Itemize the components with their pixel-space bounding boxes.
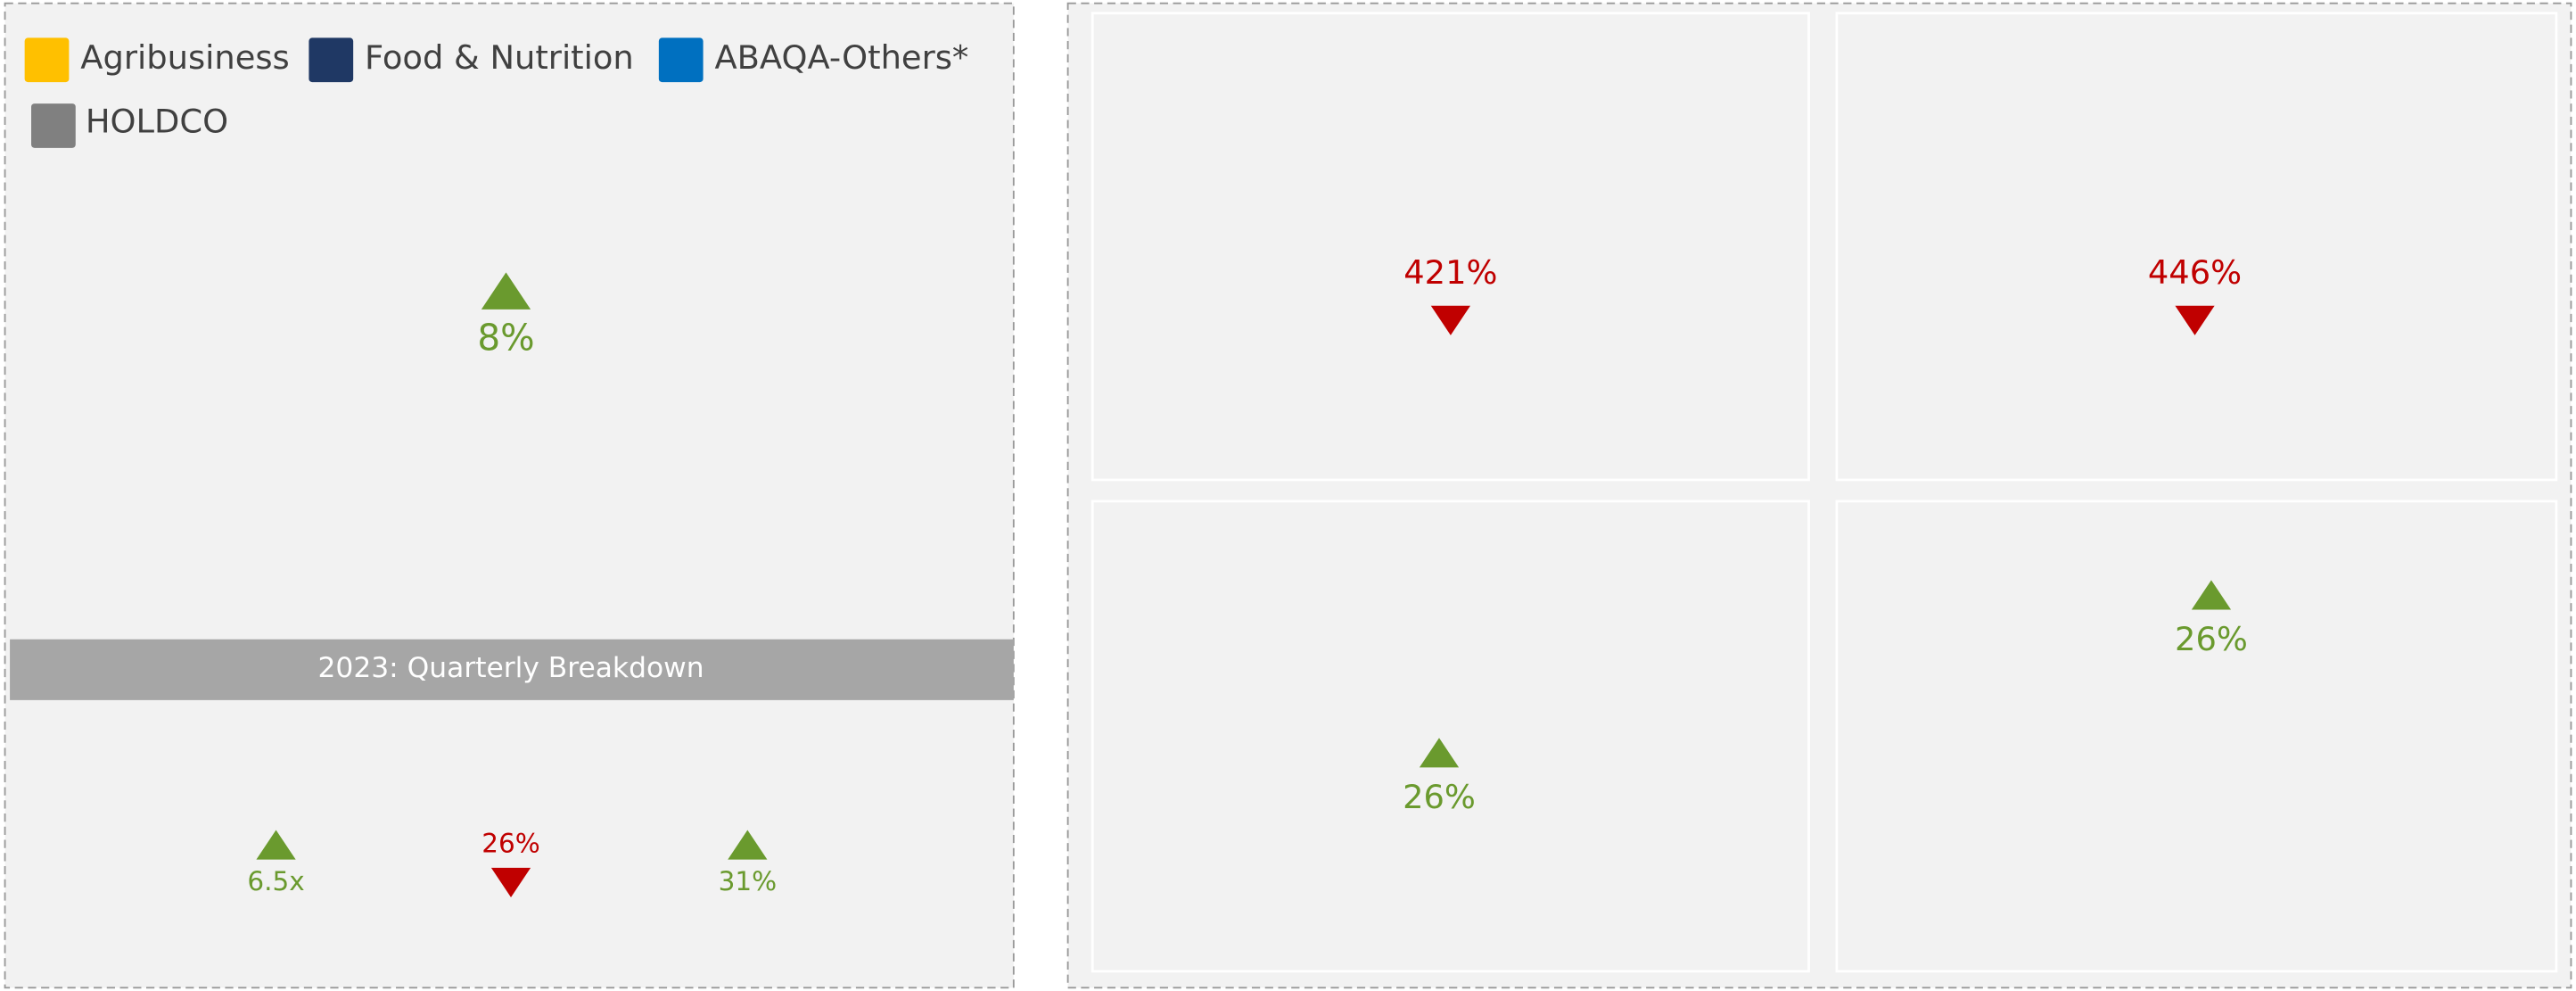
tile-frame (1090, 500, 1810, 973)
arrow-up (2191, 580, 2232, 610)
tile-frame (1835, 12, 2558, 482)
legend-label: Food & Nutrition (365, 38, 634, 77)
legend-swatch (309, 37, 354, 83)
legend-swatch (31, 103, 76, 148)
indicator-value: 26% (481, 829, 540, 859)
arrow-up (728, 830, 768, 860)
indicator-value: 446% (2148, 253, 2242, 292)
indicator-value: 26% (2175, 620, 2248, 658)
band (10, 639, 1014, 700)
left-panel (4, 2, 1015, 989)
band-title: 2023: Quarterly Breakdown (317, 652, 704, 684)
indicator-value: 31% (719, 866, 778, 896)
legend-label: HOLDCO (86, 103, 228, 141)
arrow-down (1430, 305, 1471, 335)
indicator-value: 26% (1403, 778, 1476, 816)
indicator-value: 8% (477, 316, 534, 359)
tile-frame (1835, 500, 2558, 973)
arrow-up (1419, 738, 1460, 768)
legend-swatch (24, 37, 70, 83)
right-panel (1066, 2, 2572, 989)
arrow-down (490, 867, 531, 897)
arrow-up (481, 272, 531, 310)
arrow-down (2175, 305, 2215, 335)
arrow-up (256, 830, 296, 860)
legend-swatch (658, 37, 704, 83)
indicator-value: 6.5x (247, 866, 304, 896)
indicator-value: 421% (1403, 253, 1497, 292)
legend-label: ABAQA-Others* (714, 38, 968, 77)
tile-frame (1090, 12, 1810, 482)
legend-label: Agribusiness (80, 38, 289, 77)
